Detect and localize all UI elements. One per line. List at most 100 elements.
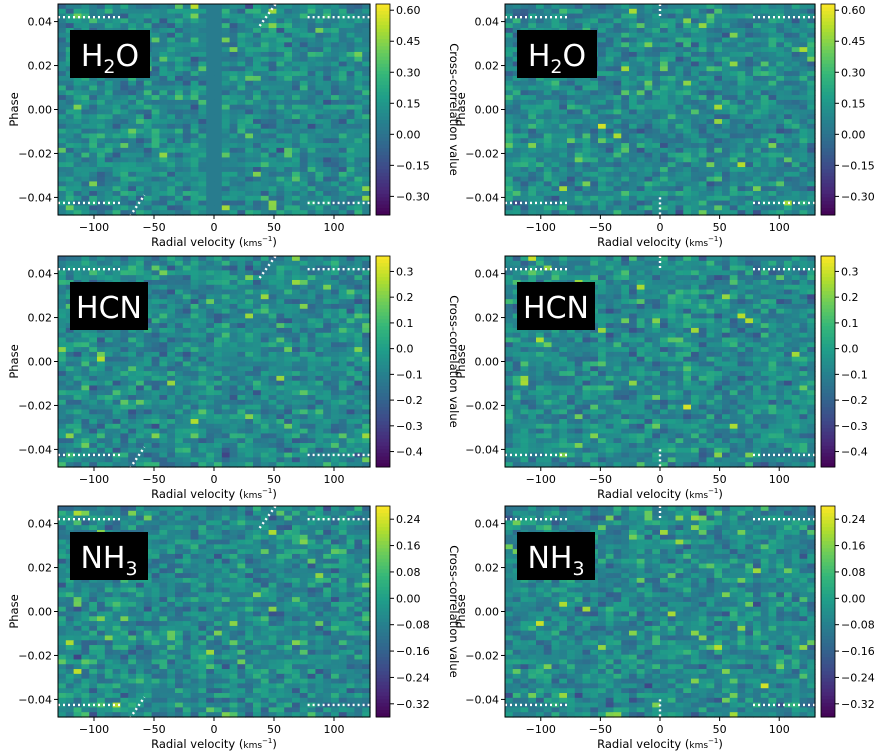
heatmap-cell: [299, 138, 309, 144]
heatmap-cell: [299, 13, 309, 19]
heatmap-cell: [706, 205, 715, 211]
heatmap-cell: [590, 23, 599, 29]
heatmap-cell: [354, 299, 363, 305]
heatmap-cell: [276, 191, 285, 197]
heatmap-cell: [159, 157, 168, 163]
heatmap-cell: [512, 47, 522, 53]
heatmap-cell: [167, 109, 176, 115]
heatmap-cell: [89, 114, 98, 120]
heatmap-cell: [745, 138, 754, 144]
heatmap-cell: [229, 171, 238, 178]
heatmap-cell: [315, 279, 324, 286]
heatmap-cell: [89, 371, 98, 377]
heatmap-cell: [551, 186, 560, 192]
heatmap-cell: [706, 95, 715, 101]
heatmap-cell: [307, 366, 316, 372]
heatmap-cell: [338, 23, 348, 29]
heatmap-cell: [714, 205, 723, 211]
heatmap-cell: [292, 303, 301, 310]
heatmap-cell: [198, 323, 207, 329]
heatmap-cell: [354, 371, 363, 377]
heatmap-cell: [58, 23, 67, 29]
heatmap-cell: [143, 195, 153, 202]
heatmap-cell: [683, 95, 692, 101]
heatmap-cell: [323, 205, 332, 211]
heatmap-cell: [331, 366, 340, 372]
heatmap-cell: [505, 123, 514, 130]
heatmap-cell: [175, 191, 184, 197]
colorbar-step: [821, 74, 835, 79]
heatmap-cell: [97, 128, 106, 135]
heatmap-cell: [644, 210, 653, 216]
heatmap-cell: [97, 275, 106, 281]
heatmap-cell: [97, 133, 106, 139]
heatmap-cell: [791, 47, 801, 53]
heatmap-cell: [284, 80, 293, 87]
heatmap-cell: [791, 66, 801, 72]
colorbar-step: [821, 158, 835, 163]
heatmap-cell: [331, 143, 340, 149]
heatmap-cell: [331, 152, 340, 159]
heatmap-cell: [268, 75, 277, 82]
heatmap-cell: [590, 114, 599, 120]
heatmap-cell: [221, 51, 231, 58]
heatmap-cell: [276, 95, 285, 101]
heatmap-cell: [128, 80, 137, 87]
heatmap-cell: [221, 366, 231, 372]
heatmap-cell: [698, 109, 708, 115]
heatmap-cell: [182, 323, 192, 329]
heatmap-cell: [652, 109, 661, 115]
heatmap-cell: [190, 104, 199, 111]
heatmap-cell: [292, 327, 301, 334]
heatmap-cell: [175, 399, 184, 406]
heatmap-cell: [722, 133, 731, 139]
colorbar-step: [376, 211, 390, 216]
heatmap-cell: [299, 42, 309, 48]
heatmap-cell: [528, 104, 537, 111]
heatmap-cell: [660, 4, 669, 10]
heatmap-cell: [73, 18, 82, 24]
heatmap-cell: [128, 128, 137, 135]
heatmap-cell: [214, 390, 223, 396]
heatmap-cell: [159, 56, 168, 63]
heatmap-cell: [346, 56, 355, 63]
heatmap-cell: [198, 119, 207, 125]
heatmap-cell: [331, 308, 340, 315]
heatmap-cell: [245, 152, 254, 159]
heatmap-cell: [582, 75, 591, 82]
heatmap-cell: [621, 13, 630, 19]
heatmap-cell: [613, 176, 622, 183]
heatmap-cell: [660, 47, 669, 53]
heatmap-cell: [206, 390, 215, 396]
heatmap-cell: [260, 143, 270, 149]
heatmap-cell: [292, 356, 301, 363]
heatmap-cell: [221, 71, 231, 77]
heatmap-cell: [722, 104, 731, 111]
heatmap-cell: [198, 399, 207, 406]
heatmap-cell: [175, 61, 184, 67]
heatmap-cell: [505, 4, 514, 10]
heatmap-cell: [97, 162, 106, 168]
heatmap-cell: [660, 75, 669, 82]
heatmap-cell: [629, 176, 638, 183]
heatmap-cell: [745, 32, 754, 39]
heatmap-cell: [331, 265, 340, 271]
heatmap-cell: [292, 270, 301, 276]
heatmap-cell: [667, 80, 677, 87]
heatmap-cell: [120, 99, 129, 106]
heatmap-cell: [791, 80, 801, 87]
heatmap-cell: [346, 66, 355, 72]
heatmap-cell: [292, 123, 301, 130]
heatmap-cell: [260, 191, 270, 197]
heatmap-cell: [237, 303, 246, 310]
heatmap-cell: [354, 152, 363, 159]
heatmap-cell: [362, 99, 371, 106]
x-tick-label: 100: [324, 221, 345, 234]
heatmap-cell: [182, 143, 192, 149]
heatmap-cell: [73, 4, 82, 10]
heatmap-cell: [284, 171, 293, 178]
heatmap-cell: [528, 167, 537, 173]
heatmap-cell: [175, 8, 184, 15]
heatmap-cell: [143, 85, 153, 91]
heatmap-cell: [159, 205, 168, 211]
